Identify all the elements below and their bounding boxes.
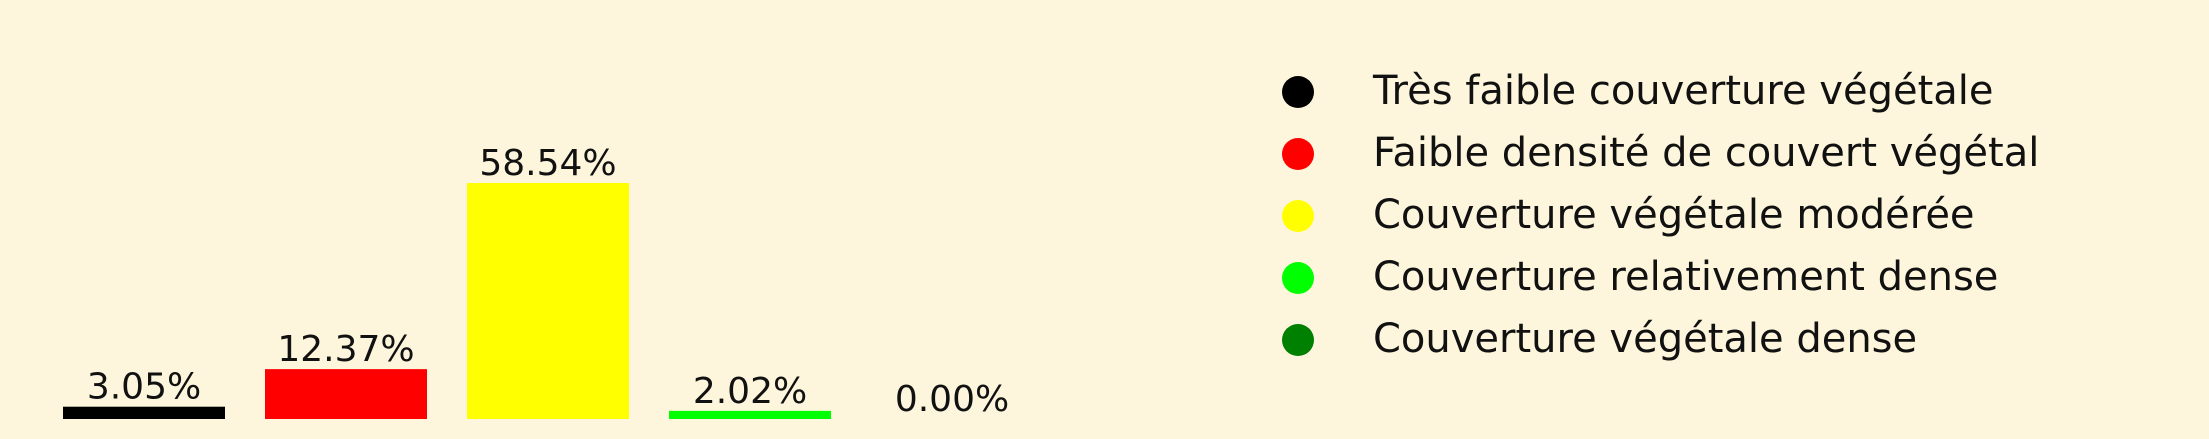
- bar-value-label-3: 58.54%: [479, 143, 616, 184]
- bar-4: [669, 410, 831, 419]
- legend: Très faible couverture végétale Faible de…: [1282, 68, 2039, 362]
- legend-marker-3: [1282, 200, 1314, 232]
- bar-1: [63, 406, 225, 419]
- bar-value-label-5: 0.00%: [895, 379, 1009, 420]
- legend-marker-1: [1282, 76, 1314, 108]
- value-labels-group: 3.05% 12.37% 58.54% 2.02% 0.00%: [87, 143, 1009, 420]
- legend-label-3: Couverture végétale modérée: [1373, 192, 1975, 238]
- bar-value-label-2: 12.37%: [277, 329, 414, 370]
- bar-3: [467, 183, 629, 419]
- bar-value-label-1: 3.05%: [87, 367, 201, 408]
- legend-marker-4: [1282, 262, 1314, 294]
- bars-group: [63, 183, 831, 419]
- legend-marker-5: [1282, 324, 1314, 356]
- bar-value-label-4: 2.02%: [693, 371, 807, 412]
- legend-label-1: Très faible couverture végétale: [1372, 68, 1994, 114]
- legend-label-2: Faible densité de couvert végétal: [1373, 130, 2039, 176]
- bar-2: [265, 369, 427, 419]
- legend-marker-2: [1282, 138, 1314, 170]
- legend-label-5: Couverture végétale dense: [1373, 316, 1917, 362]
- legend-label-4: Couverture relativement dense: [1373, 254, 1998, 300]
